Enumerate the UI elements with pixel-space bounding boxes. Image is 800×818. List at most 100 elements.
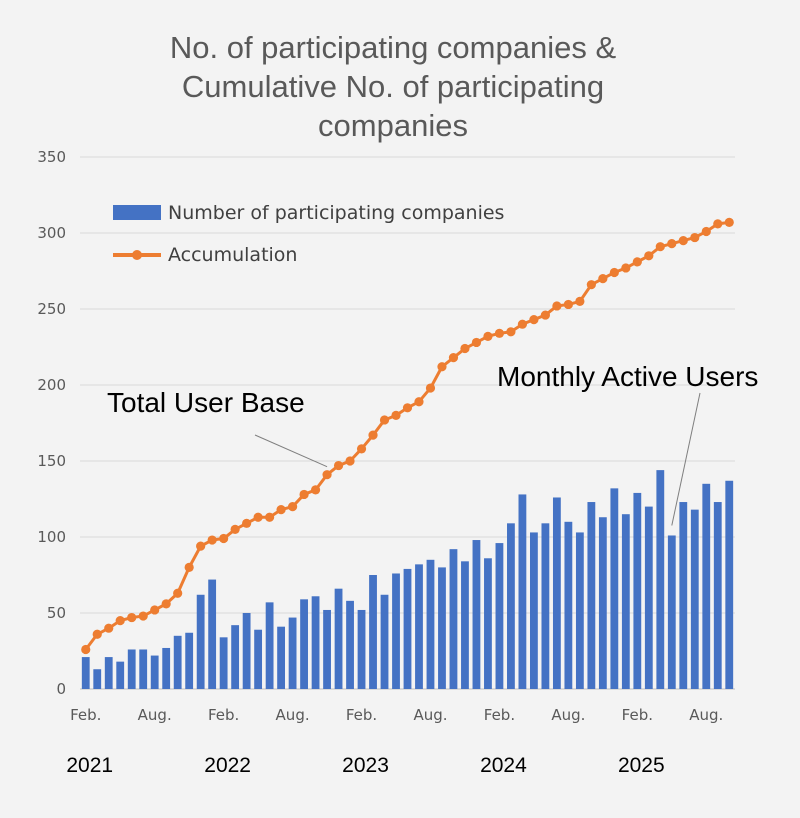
bar xyxy=(656,470,665,689)
line-point xyxy=(230,524,240,535)
x-tick-label: Aug. xyxy=(276,706,310,724)
chart-title-line-1: No. of participating companies & xyxy=(170,30,617,65)
bar xyxy=(392,573,400,689)
line-point xyxy=(621,263,631,273)
bar xyxy=(81,657,90,689)
line-point xyxy=(265,512,275,522)
line-point xyxy=(678,236,688,246)
line-point xyxy=(242,518,252,528)
y-tick-label: 0 xyxy=(56,680,66,698)
line-point xyxy=(184,562,194,573)
year-label: 2021 xyxy=(66,754,113,777)
x-tick-label: Aug. xyxy=(551,706,585,724)
legend: Number of participating companies Accumu… xyxy=(113,202,504,266)
legend-label-bars: Number of participating companies xyxy=(168,202,504,224)
bar xyxy=(610,488,619,689)
line-point xyxy=(92,629,102,639)
bar xyxy=(288,617,297,689)
year-label: 2022 xyxy=(204,754,251,777)
bar xyxy=(208,579,217,689)
line-point xyxy=(506,327,516,337)
year-label: 2024 xyxy=(480,754,527,777)
year-label: 2023 xyxy=(342,754,389,777)
bar xyxy=(254,629,263,689)
bar xyxy=(426,559,435,689)
y-axis-ticks: 0 50 100 150 200 250 300 350 xyxy=(37,148,66,698)
line-point xyxy=(356,444,367,454)
bar xyxy=(300,599,308,689)
line-point xyxy=(161,599,171,609)
bar xyxy=(127,649,136,689)
line-point xyxy=(104,623,114,633)
bar xyxy=(644,506,653,689)
line-point xyxy=(563,299,573,310)
annotation-total-user-base: Total User Base xyxy=(107,387,305,418)
legend-label-line: Accumulation xyxy=(168,244,297,266)
bar xyxy=(380,594,389,689)
bar xyxy=(438,567,446,689)
y-tick-label: 250 xyxy=(37,300,66,318)
line-point xyxy=(81,644,91,655)
line-point xyxy=(322,470,332,480)
line-point xyxy=(724,217,734,227)
bar xyxy=(598,517,607,689)
line-point xyxy=(701,226,711,237)
bar xyxy=(346,600,354,689)
bar xyxy=(564,521,573,689)
bar xyxy=(104,657,113,689)
legend-swatch-bars xyxy=(113,205,161,220)
bar xyxy=(587,502,596,689)
line-point xyxy=(483,331,493,341)
bar xyxy=(667,535,676,689)
line-point xyxy=(655,242,665,252)
line-point xyxy=(414,397,424,407)
bar xyxy=(139,649,148,689)
chart-title-line-2: Cumulative No. of participating xyxy=(182,69,604,104)
line-point xyxy=(494,328,505,338)
line-point xyxy=(632,257,642,267)
y-tick-label: 200 xyxy=(37,376,66,394)
y-tick-label: 50 xyxy=(47,604,66,622)
bar xyxy=(518,494,527,689)
x-tick-label: Feb. xyxy=(346,706,377,724)
line-point xyxy=(253,512,263,522)
bar xyxy=(93,669,102,689)
y-tick-label: 150 xyxy=(37,452,66,470)
bar xyxy=(621,514,630,689)
line-point xyxy=(150,605,160,615)
x-axis-ticks: Feb. Aug. Feb. Aug. Feb. Aug. Feb. Aug. Feb. Aug. xyxy=(70,706,723,724)
line-point xyxy=(196,541,206,551)
x-tick-label: Aug. xyxy=(689,706,723,724)
annotation-monthly-active-users: Monthly Active Users xyxy=(497,361,758,392)
x-tick-label: Feb. xyxy=(70,706,101,724)
line-point xyxy=(310,485,321,495)
bar xyxy=(702,483,711,689)
chart-title-line-3: companies xyxy=(318,108,468,143)
line-point xyxy=(207,535,217,545)
bar xyxy=(449,549,458,689)
annotation-leader-monthly-active-users xyxy=(671,392,701,526)
bar xyxy=(484,558,492,689)
x-tick-label: Feb. xyxy=(484,706,515,724)
y-tick-label: 350 xyxy=(37,148,66,166)
line-point xyxy=(667,239,677,249)
bar xyxy=(633,492,642,689)
bar xyxy=(679,502,688,689)
line-point xyxy=(391,410,401,420)
line-point xyxy=(287,502,298,512)
line-point xyxy=(460,343,470,354)
line-point xyxy=(276,505,286,515)
legend-swatch-marker xyxy=(132,250,142,260)
line-point xyxy=(690,232,700,243)
bar xyxy=(403,568,412,689)
bar xyxy=(472,540,481,689)
chart-title: No. of participating companies & Cumulat… xyxy=(170,30,617,143)
bar xyxy=(334,588,343,689)
line-point xyxy=(333,460,344,471)
gridlines xyxy=(80,156,735,690)
bar xyxy=(529,532,538,689)
bar xyxy=(242,613,251,689)
annotations: Total User Base Monthly Active Users xyxy=(107,361,758,526)
line-point xyxy=(598,274,608,284)
year-label: 2025 xyxy=(618,754,665,777)
